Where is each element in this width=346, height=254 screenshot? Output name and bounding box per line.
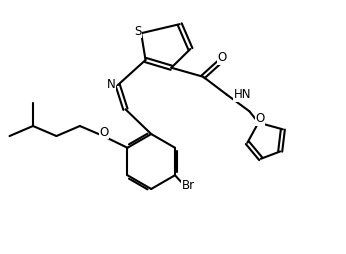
Text: Br: Br: [182, 180, 195, 193]
Text: N: N: [107, 78, 116, 91]
Text: O: O: [255, 112, 264, 125]
Text: O: O: [99, 125, 109, 138]
Text: O: O: [217, 51, 227, 64]
Text: S: S: [134, 25, 142, 38]
Text: HN: HN: [234, 88, 252, 101]
